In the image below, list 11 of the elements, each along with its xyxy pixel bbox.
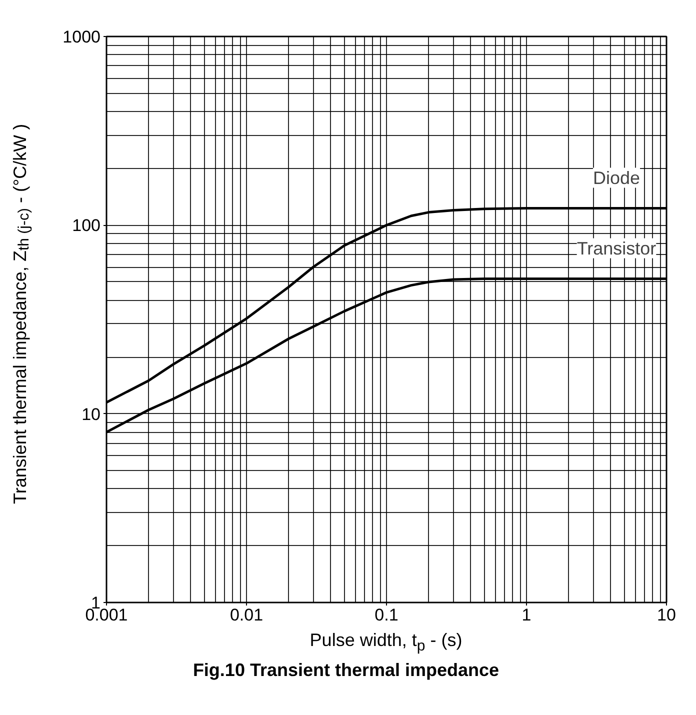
- series-label: Transistor: [576, 238, 656, 258]
- y-tick-label: 100: [72, 216, 101, 236]
- series-label: Diode: [592, 168, 640, 188]
- y-tick-label: 10: [82, 404, 101, 424]
- x-tick-label: 0.1: [374, 606, 398, 624]
- y-tick-label: 1000: [62, 28, 101, 46]
- x-tick-label: 10: [657, 606, 676, 624]
- x-tick-label: 0.01: [230, 606, 264, 624]
- caption: Fig.10 Transient thermal impedance: [192, 659, 500, 682]
- x-tick-label: 1: [522, 606, 532, 624]
- x-axis-title: Pulse width, t$_{p}$ - (s): [308, 629, 464, 657]
